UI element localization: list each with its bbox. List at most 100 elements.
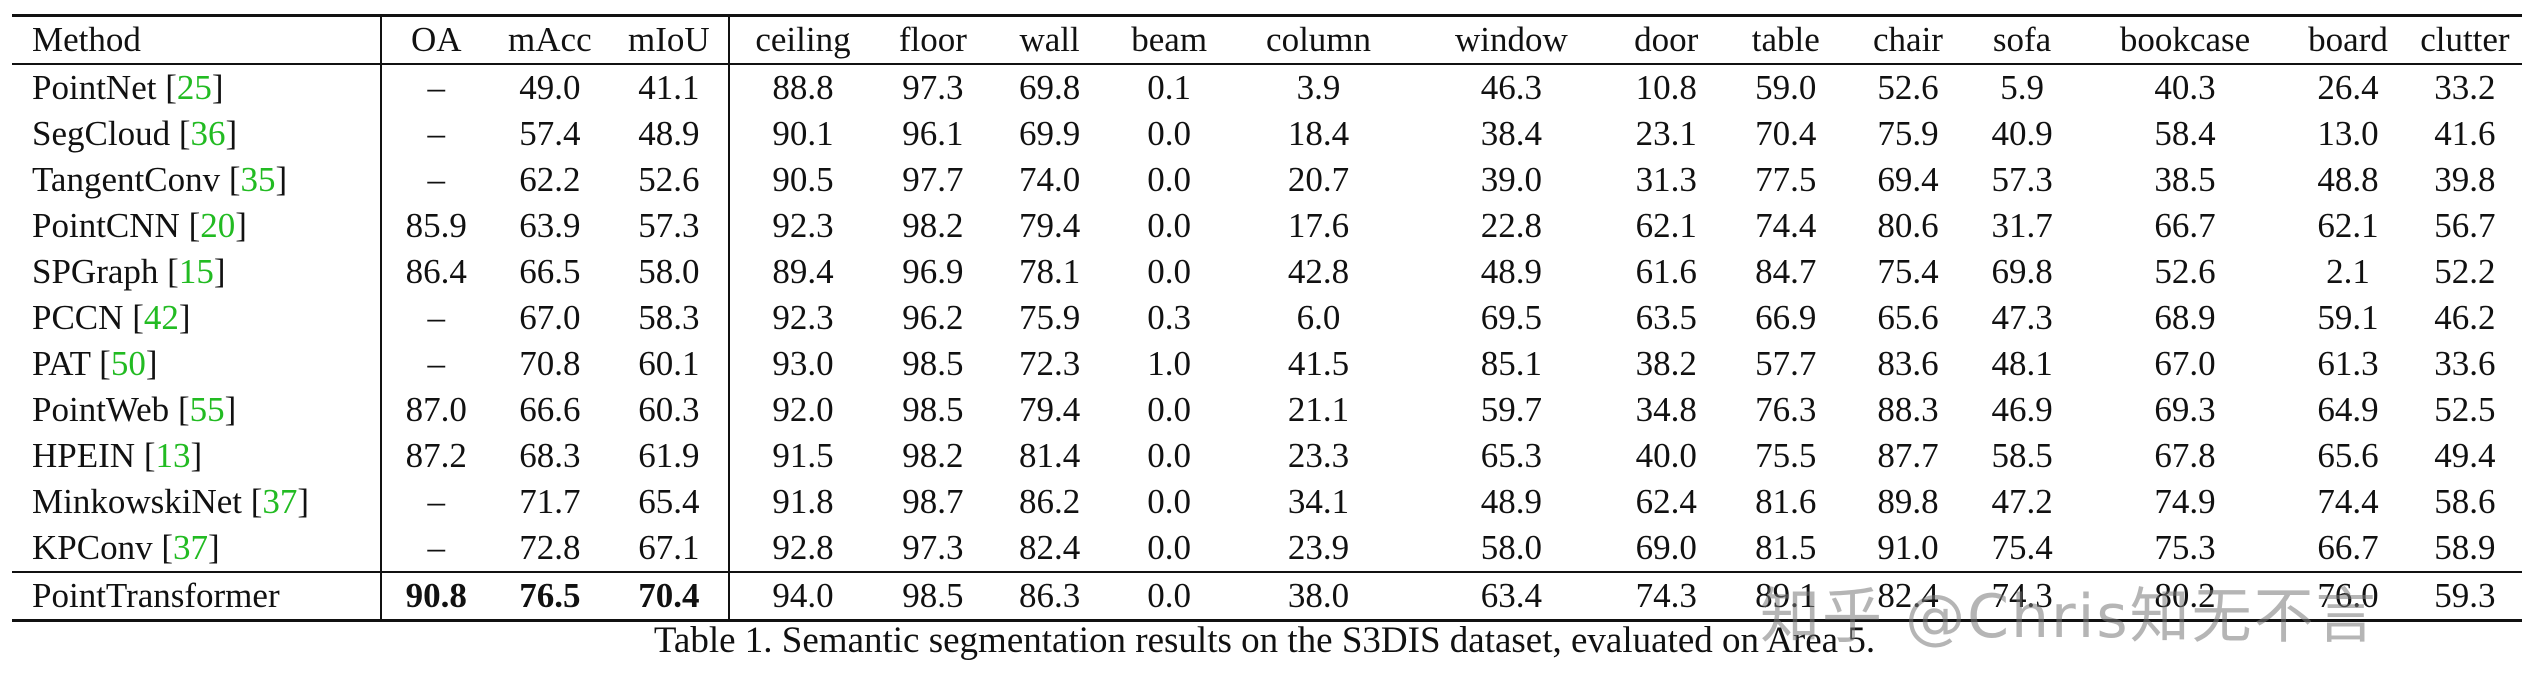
table-row: PAT [50] – 70.8 60.1 93.0 98.5 72.3 1.0 41.5 85.1… (12, 341, 2522, 387)
value-cell-macc: 68.3 (519, 436, 581, 475)
value-cell-sofa: 40.9 (1991, 114, 2053, 153)
value-cell-board: 74.4 (2317, 482, 2379, 521)
header-oa: OA (410, 20, 462, 59)
method-name: MinkowskiNet (32, 482, 242, 521)
value-cell-chair: 87.7 (1877, 436, 1939, 475)
value-cell-column: 23.9 (1287, 528, 1350, 567)
citation-link[interactable]: 42 (143, 298, 179, 337)
value-cell-oa: – (427, 528, 446, 567)
method-cell: TangentConv [35] (12, 157, 383, 203)
value-cell-bookcase: 74.9 (2154, 482, 2216, 521)
value-cell-beam: 0.0 (1147, 482, 1192, 521)
value-cell-ceiling: 92.0 (772, 390, 834, 429)
value-cell-table: 59.0 (1755, 68, 1817, 107)
value-cell-chair: 69.4 (1877, 160, 1939, 199)
value-cell-bookcase: 67.8 (2154, 436, 2216, 475)
value-cell-bookcase: 40.3 (2154, 68, 2216, 107)
results-table-container: Method OA mAcc mIoU ceiling floor wall beam colu… (12, 14, 2522, 622)
value-cell-clutter: 52.2 (2434, 252, 2496, 291)
table-row: PointWeb [55] 87.0 66.6 60.3 92.0 98.5 79.4 0.0… (12, 387, 2522, 433)
value-cell-floor: 98.2 (902, 206, 964, 245)
value-cell-bookcase: 68.9 (2154, 298, 2216, 337)
value-cell-door: 38.2 (1635, 344, 1697, 383)
value-cell-table: 70.4 (1755, 114, 1817, 153)
value-cell-beam: 0.0 (1147, 528, 1192, 567)
value-cell-chair: 83.6 (1877, 344, 1939, 383)
value-cell-macc: 66.6 (519, 390, 581, 429)
citation-link[interactable]: 35 (240, 160, 276, 199)
citation-link[interactable]: 36 (190, 114, 226, 153)
value-cell-ceiling: 93.0 (772, 344, 834, 383)
value-cell-window: 63.4 (1480, 576, 1543, 615)
value-cell-oa: – (427, 114, 446, 153)
citation-link[interactable]: 15 (178, 252, 214, 291)
value-cell-chair: 80.6 (1877, 206, 1939, 245)
value-cell-bookcase: 69.3 (2154, 390, 2216, 429)
header-ceiling: ceiling (755, 20, 851, 59)
table-row: SPGraph [15] 86.4 66.5 58.0 89.4 96.9 78.1 0.0 4… (12, 249, 2522, 295)
value-cell-oa: 87.2 (405, 436, 467, 475)
value-cell-column: 6.0 (1296, 298, 1341, 337)
method-name: PointTransformer (32, 576, 280, 615)
value-cell-window: 59.7 (1480, 390, 1543, 429)
citation-link[interactable]: 50 (110, 344, 146, 383)
citation-link[interactable]: 55 (189, 390, 225, 429)
value-cell-window: 46.3 (1480, 68, 1543, 107)
value-cell-column: 23.3 (1287, 436, 1350, 475)
value-cell-miou: 60.1 (609, 341, 731, 387)
value-cell-clutter: 58.6 (2434, 482, 2496, 521)
citation-link[interactable]: 20 (200, 206, 236, 245)
value-cell-wall: 69.8 (1019, 68, 1081, 107)
value-cell-window: 85.1 (1480, 344, 1543, 383)
value-cell-window: 48.9 (1480, 482, 1543, 521)
method-name: SPGraph (32, 252, 159, 291)
value-cell-bookcase: 38.5 (2154, 160, 2216, 199)
value-cell-wall: 75.9 (1019, 298, 1081, 337)
value-cell-floor: 98.5 (902, 344, 964, 383)
value-cell-column: 38.0 (1287, 576, 1350, 615)
value-cell-miou: 65.4 (609, 479, 731, 525)
citation-link[interactable]: 37 (262, 482, 298, 521)
citation-link[interactable]: 13 (155, 436, 191, 475)
value-cell-macc: 66.5 (519, 252, 581, 291)
value-cell-bookcase: 67.0 (2154, 344, 2216, 383)
table-row: PCCN [42] – 67.0 58.3 92.3 96.2 75.9 0.3 6.0 69.5… (12, 295, 2522, 341)
value-cell-ceiling: 92.3 (772, 206, 834, 245)
method-cell: PAT [50] (12, 341, 383, 387)
value-cell-miou: 52.6 (609, 157, 731, 203)
value-cell-clutter: 52.5 (2434, 390, 2496, 429)
value-cell-table: 81.6 (1755, 482, 1817, 521)
value-cell-beam: 0.0 (1147, 252, 1192, 291)
header-bookcase: bookcase (2119, 20, 2251, 59)
value-cell-board: 66.7 (2317, 528, 2379, 567)
value-cell-table: 75.5 (1755, 436, 1817, 475)
value-cell-board: 26.4 (2317, 68, 2379, 107)
value-cell-miou: 41.1 (609, 64, 731, 111)
value-cell-wall: 78.1 (1019, 252, 1081, 291)
value-cell-bookcase: 66.7 (2154, 206, 2216, 245)
value-cell-door: 74.3 (1635, 576, 1697, 615)
value-cell-floor: 98.5 (902, 390, 964, 429)
value-cell-clutter: 46.2 (2434, 298, 2496, 337)
value-cell-column: 18.4 (1287, 114, 1350, 153)
value-cell-board: 61.3 (2317, 344, 2379, 383)
method-cell: MinkowskiNet [37] (12, 479, 383, 525)
value-cell-table: 77.5 (1755, 160, 1817, 199)
value-cell-door: 61.6 (1635, 252, 1697, 291)
value-cell-chair: 65.6 (1877, 298, 1939, 337)
value-cell-miou: 57.3 (609, 203, 731, 249)
value-cell-macc: 71.7 (519, 482, 581, 521)
value-cell-table: 81.5 (1755, 528, 1817, 567)
value-cell-beam: 0.0 (1147, 206, 1192, 245)
header-board: board (2308, 20, 2388, 59)
value-cell-miou: 61.9 (609, 433, 731, 479)
method-cell: HPEIN [13] (12, 433, 383, 479)
citation-link[interactable]: 25 (176, 68, 212, 107)
value-cell-chair: 82.4 (1877, 576, 1939, 615)
value-cell-board: 64.9 (2317, 390, 2379, 429)
citation-link[interactable]: 37 (173, 528, 208, 567)
header-clutter: clutter (2420, 20, 2510, 59)
value-cell-sofa: 47.3 (1991, 298, 2053, 337)
value-cell-ceiling: 94.0 (772, 576, 834, 615)
value-cell-floor: 98.5 (902, 576, 964, 615)
